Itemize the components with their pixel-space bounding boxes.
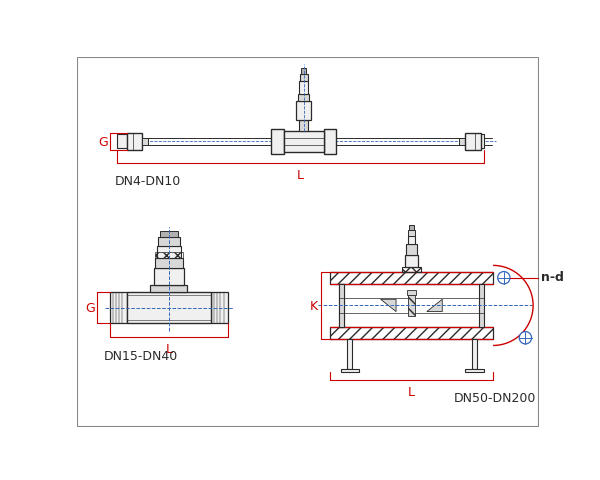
Text: DN4-DN10: DN4-DN10 [115,174,181,187]
Bar [127,293,211,324]
Bar [155,253,183,259]
Bar [298,95,309,102]
Bar [323,130,336,155]
Text: L: L [408,385,415,398]
Bar [466,133,481,151]
Circle shape [519,332,532,344]
Bar [409,226,414,230]
Bar [466,369,484,372]
Circle shape [497,272,510,284]
Text: L: L [297,168,304,181]
Bar [402,267,421,272]
Bar [339,284,344,327]
Bar [211,293,228,324]
Text: G: G [85,301,95,314]
Bar [347,340,352,369]
Bar [406,244,417,255]
Bar [459,138,466,146]
Text: DN50-DN200: DN50-DN200 [454,391,536,404]
Bar [299,120,308,132]
Bar [472,340,477,369]
Bar [341,369,359,372]
Bar [110,293,127,324]
Bar [300,74,308,82]
Bar [157,247,181,259]
Text: L: L [166,342,172,355]
Bar [330,272,493,284]
Bar [154,268,184,285]
Bar [479,284,484,327]
Bar [127,133,142,151]
Bar [301,68,306,74]
Bar [299,82,308,95]
Bar [409,295,415,316]
Bar [404,255,418,267]
Bar [284,132,323,153]
Text: DN15-DN40: DN15-DN40 [103,349,178,362]
Polygon shape [380,300,396,312]
Bar [160,231,178,238]
Text: G: G [98,136,107,149]
Bar [330,327,493,340]
Bar [271,130,284,155]
Bar [407,237,415,244]
Bar [151,285,187,293]
Bar [407,290,416,295]
Bar [475,135,484,149]
Polygon shape [427,300,442,312]
Bar [296,102,311,120]
Bar [118,135,127,149]
Bar [155,259,183,268]
Bar [158,238,179,247]
Text: K: K [310,300,318,312]
Bar [409,230,415,237]
Bar [142,138,148,146]
Text: n-d: n-d [541,270,563,283]
Bar [339,284,344,327]
